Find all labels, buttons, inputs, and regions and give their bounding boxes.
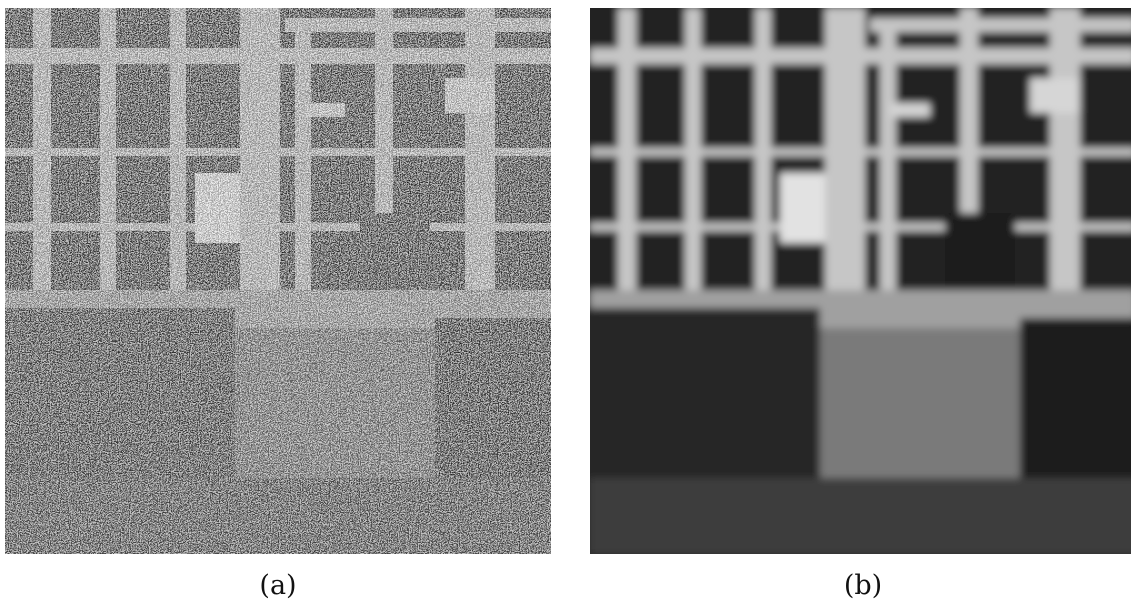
- noisy-image-panel: [5, 8, 551, 554]
- restored-office-photo: [590, 8, 1131, 554]
- restored-image-panel: [590, 8, 1131, 554]
- caption-b: (b): [843, 570, 883, 601]
- noisy-office-photo: [5, 8, 551, 554]
- caption-a: (a): [259, 570, 297, 601]
